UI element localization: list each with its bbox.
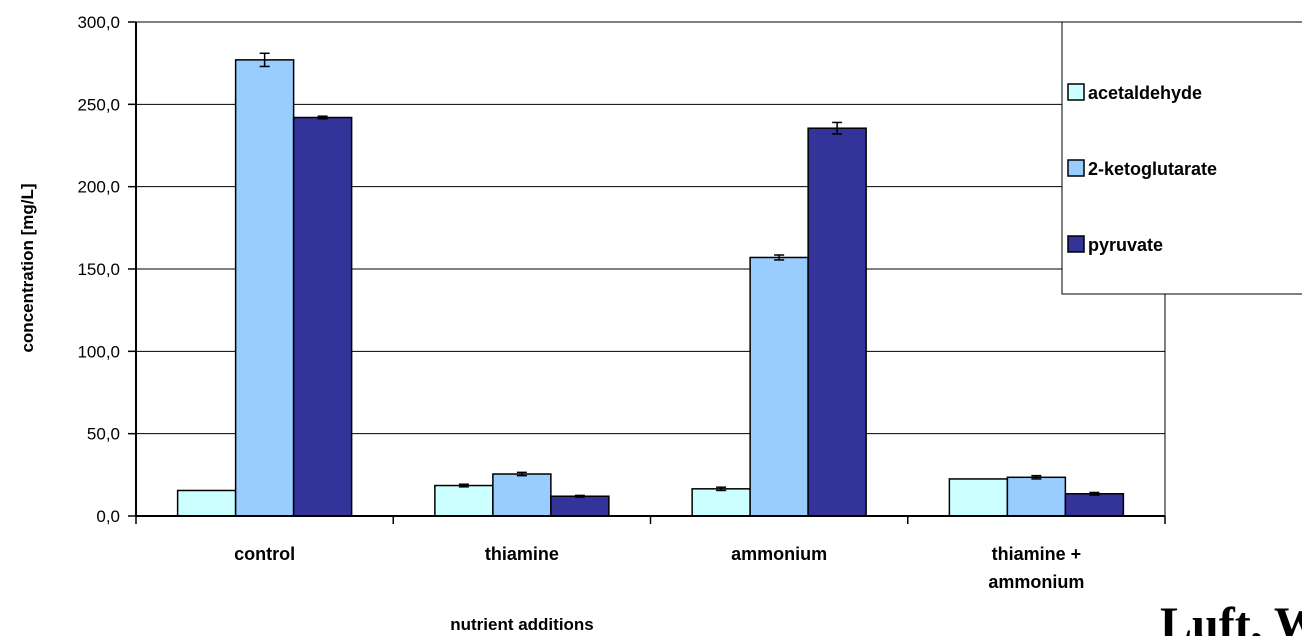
y-tick-label: 300,0: [77, 13, 120, 32]
y-tick-label: 250,0: [77, 95, 120, 114]
bar: [292, 116, 353, 517]
y-axis-title: concentration [mg/L]: [18, 183, 37, 352]
legend-swatch: [1067, 83, 1085, 101]
y-tick-label: 0,0: [96, 507, 120, 526]
x-category-labels: control thiamine ammonium thiamine + ammoniu…: [234, 544, 1084, 592]
y-tick-label: 100,0: [77, 342, 120, 361]
legend-box: [1061, 21, 1302, 295]
bar: [234, 59, 295, 517]
legend-swatch: [1067, 235, 1085, 253]
bar: [691, 488, 751, 517]
error-bars: [259, 52, 1100, 498]
bar: [492, 473, 552, 517]
y-tick-label: 150,0: [77, 260, 120, 279]
bar: [1064, 493, 1125, 517]
bar: [550, 495, 610, 517]
x-category-label: ammonium: [731, 544, 827, 564]
bars: [176, 59, 1125, 517]
bar: [807, 127, 867, 517]
bar: [176, 489, 237, 517]
bar: [1006, 476, 1067, 517]
legend-label: acetaldehyde: [1088, 83, 1202, 103]
corner-overlay-text: Luft, Wi...: [1160, 598, 1302, 636]
legend-label: 2-ketoglutarate: [1088, 159, 1217, 179]
legend-label: pyruvate: [1088, 235, 1163, 255]
legend-swatch: [1067, 159, 1085, 177]
x-category-label: thiamine +: [992, 544, 1082, 564]
bar: [434, 484, 494, 517]
x-category-label: thiamine: [485, 544, 559, 564]
x-category-label: control: [234, 544, 295, 564]
y-tick-label: 50,0: [87, 425, 120, 444]
x-axis-title: nutrient additions: [450, 615, 594, 634]
y-tick-label: 200,0: [77, 178, 120, 197]
legend: acetaldehyde 2-ketoglutarate pyruvate: [1061, 21, 1302, 295]
y-tick-labels: 0,0 50,0 100,0 150,0 200,0 250,0 300,0: [77, 13, 120, 526]
bar: [749, 256, 809, 517]
bar: [948, 478, 1009, 517]
x-category-label: ammonium: [988, 572, 1084, 592]
